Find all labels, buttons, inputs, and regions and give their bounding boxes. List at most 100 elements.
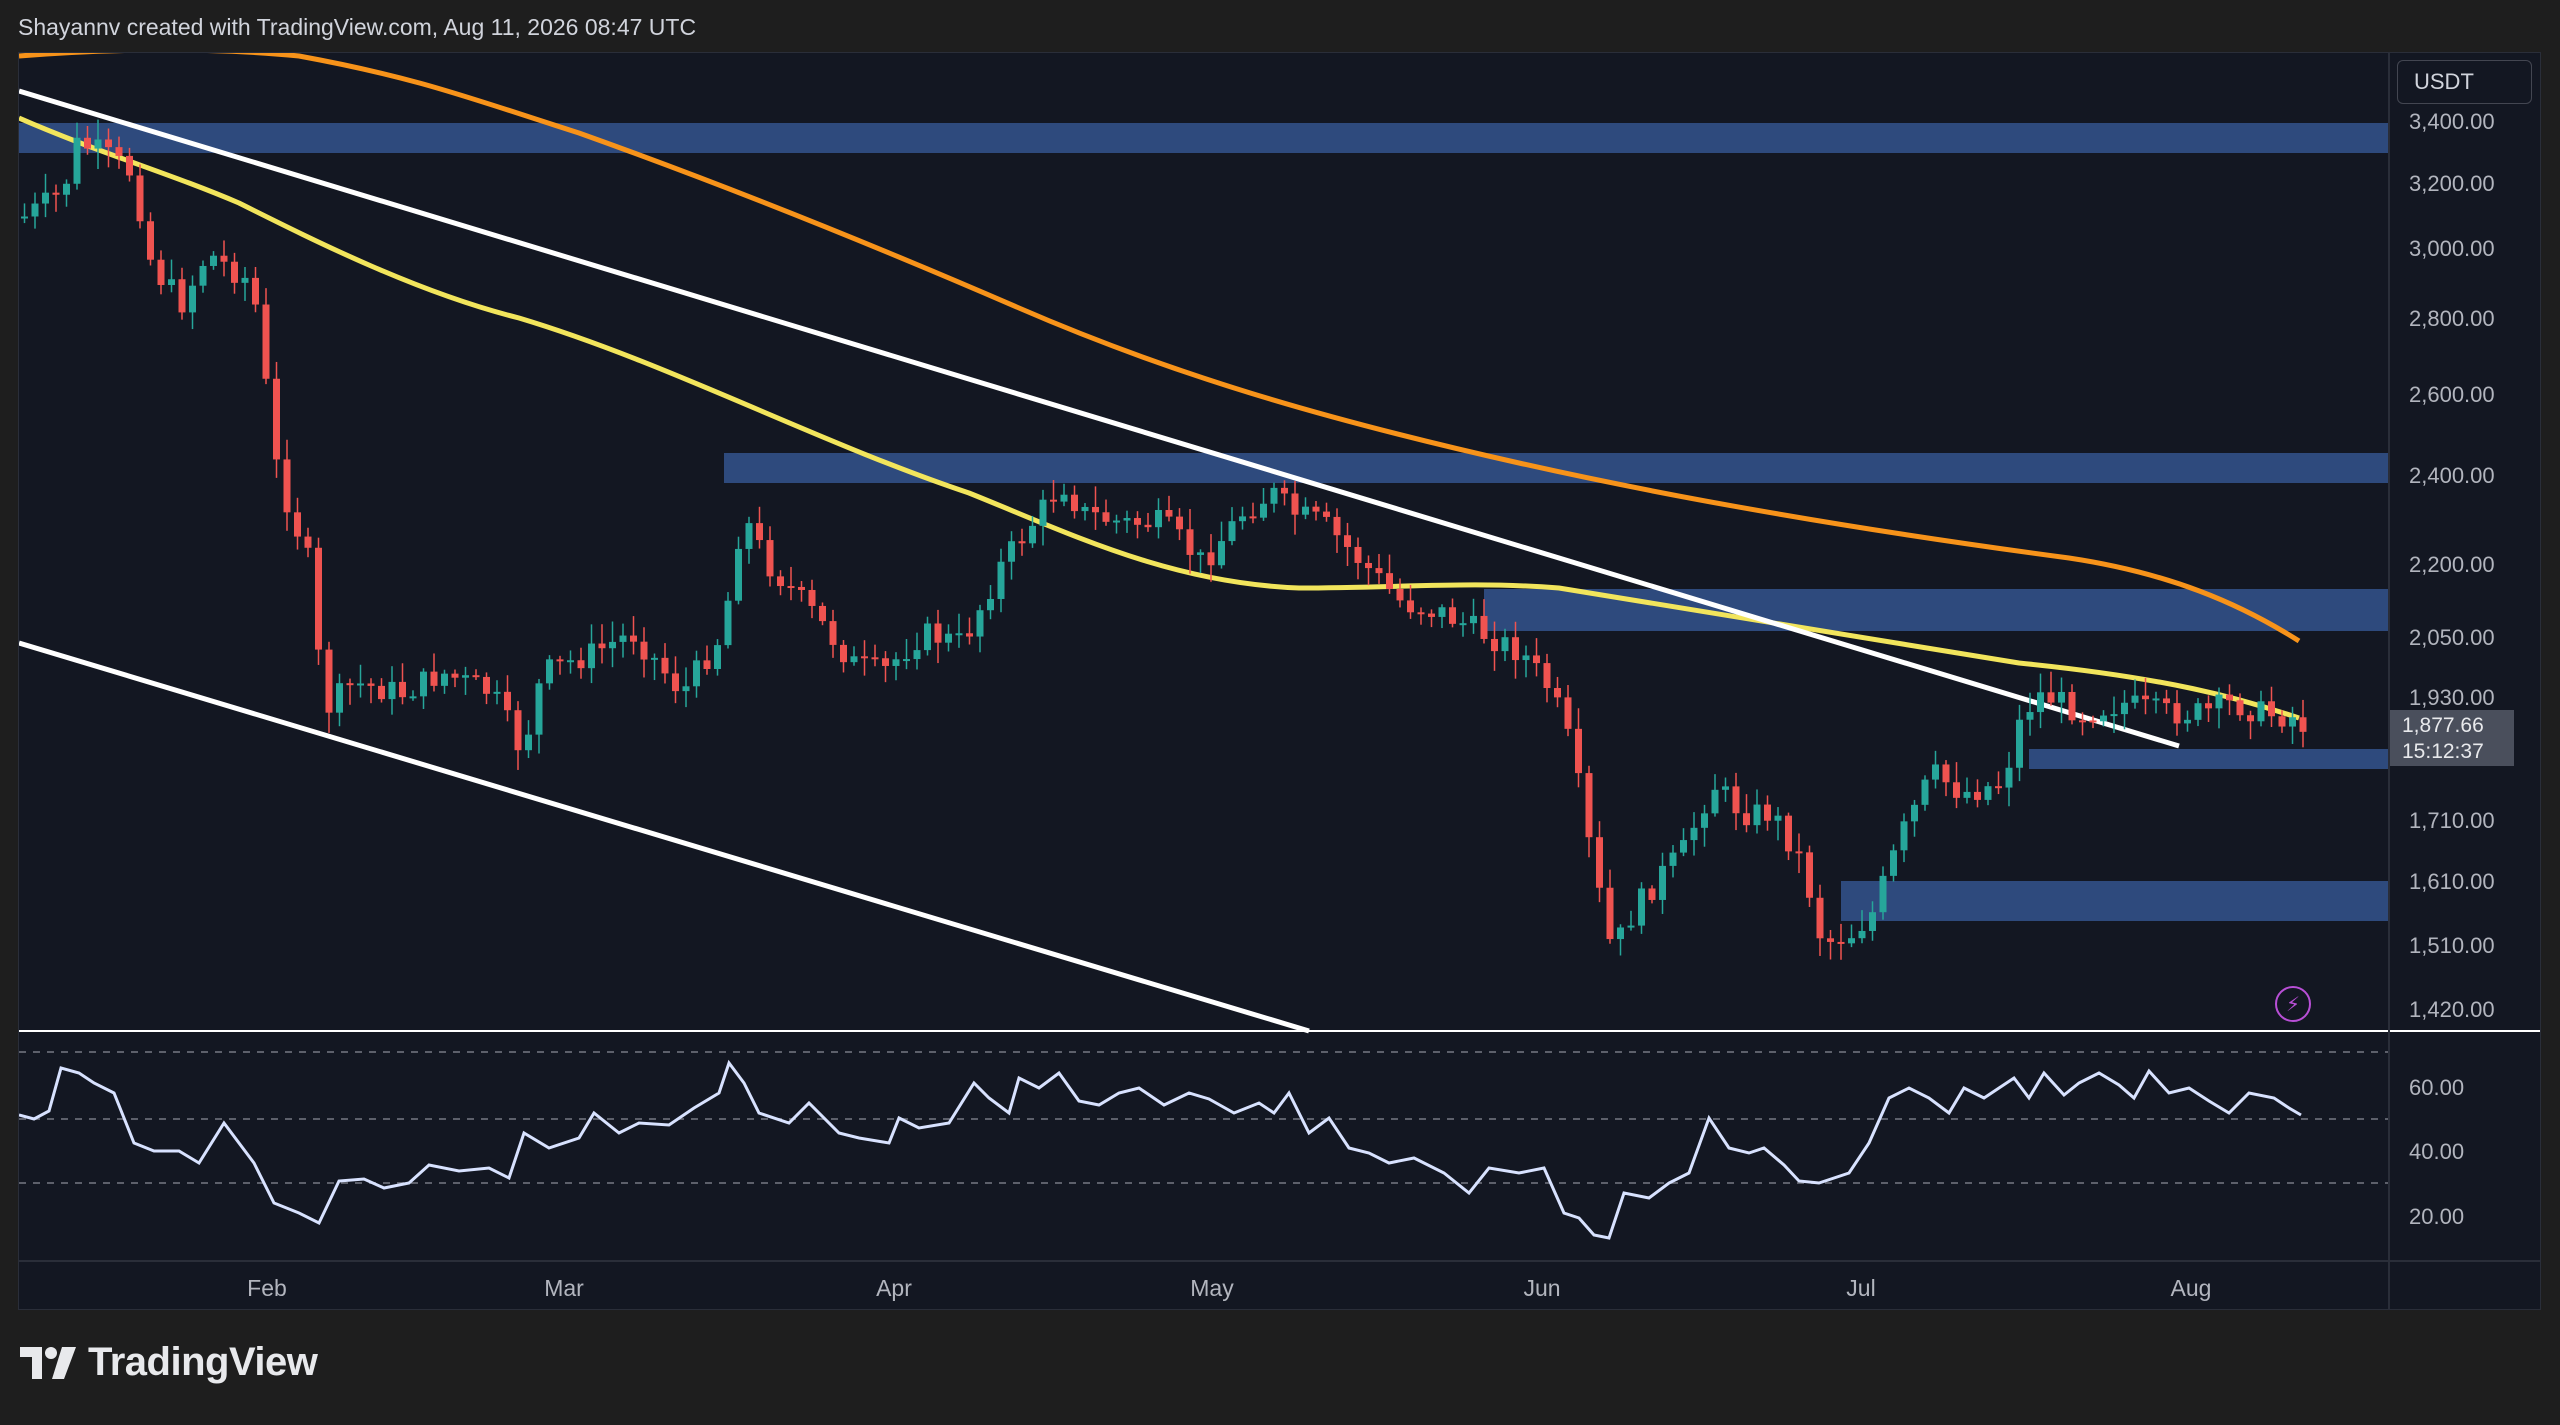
candle-body: [241, 277, 249, 283]
candle-body: [651, 657, 658, 660]
candle-body: [2194, 703, 2202, 720]
candle-body: [1869, 912, 1876, 931]
tradingview-logo-icon: [20, 1346, 76, 1379]
candle-body: [157, 259, 165, 286]
candle-body: [283, 459, 291, 513]
candle-body: [1963, 791, 1971, 798]
price-label: 3,400.00: [2409, 109, 2495, 134]
candle-body: [535, 683, 543, 735]
candle-body: [903, 659, 910, 662]
candle-body: [514, 710, 522, 751]
candle-body: [1428, 613, 1435, 617]
candle-body: [2037, 692, 2044, 713]
price-label: 2,400.00: [2409, 463, 2495, 488]
candle-body: [52, 192, 60, 195]
candle-body: [2100, 715, 2107, 722]
price-label: 1,510.00: [2409, 933, 2495, 958]
candle-body: [2110, 714, 2118, 717]
candle-body: [609, 641, 616, 649]
candle-body: [1879, 875, 1887, 913]
candle-body: [546, 659, 553, 684]
brand[interactable]: TradingView: [20, 1340, 318, 1385]
price-label: 1,420.00: [2409, 997, 2495, 1022]
candle-body: [451, 673, 459, 678]
candle-body: [1680, 840, 1687, 853]
candle-body: [2121, 702, 2128, 715]
rsi-label: 20.00: [2409, 1204, 2464, 1229]
chart-canvas[interactable]: 3,400.00 3,200.00 3,000.00 2,800.00 2,60…: [19, 53, 2541, 1310]
price-label: 2,050.00: [2409, 625, 2495, 650]
candle-body: [1701, 813, 1708, 828]
candle-body: [1417, 612, 1425, 615]
candle-body: [2131, 695, 2139, 703]
candle-body: [1449, 607, 1456, 624]
candle-body: [861, 656, 868, 659]
candle-body: [210, 255, 217, 266]
candle-body: [1522, 655, 1530, 661]
currency-unit-button[interactable]: USDT: [2397, 60, 2532, 104]
zone-2050: [1484, 589, 2389, 631]
candle-body: [115, 147, 123, 156]
candle-body: [472, 675, 480, 678]
time-label: Mar: [544, 1275, 584, 1301]
candle-body: [1858, 930, 1866, 939]
lightning-icon[interactable]: ⚡: [2275, 986, 2311, 1022]
candle-body: [1375, 568, 1383, 574]
rsi-line: [19, 1059, 2302, 1240]
candle-body: [924, 623, 931, 651]
candle-body: [357, 683, 364, 686]
candle-body: [367, 683, 375, 686]
time-label: Apr: [876, 1275, 912, 1301]
candle-body: [1302, 506, 1309, 515]
candle-body: [1617, 927, 1624, 940]
candle-body: [1659, 865, 1666, 900]
candle-body: [94, 139, 102, 149]
candle-body: [1533, 655, 1540, 664]
candle-body: [462, 675, 469, 678]
candle-body: [1543, 663, 1551, 689]
candle-body: [850, 656, 858, 663]
zone-3400: [19, 123, 2389, 153]
candle-body: [588, 643, 595, 669]
candle-body: [1764, 804, 1771, 821]
candle-body: [409, 696, 417, 699]
candle-body: [1218, 541, 1225, 566]
candle-body: [1270, 487, 1278, 504]
candle-body: [1596, 837, 1603, 888]
candle-body: [2005, 767, 2013, 788]
price-label: 1,710.00: [2409, 808, 2495, 833]
candle-body: [1480, 615, 1488, 639]
candle-body: [1911, 804, 1918, 822]
candle-body: [1816, 897, 1824, 939]
candle-body: [1585, 773, 1593, 838]
candle-body: [1974, 791, 1981, 800]
candle-body: [966, 633, 973, 637]
candle-body: [1050, 499, 1057, 502]
candle-body: [1512, 637, 1519, 661]
candle-body: [346, 683, 354, 686]
candle-body: [1354, 546, 1362, 563]
candle-body: [136, 175, 144, 222]
candle-body: [2142, 695, 2149, 700]
candle-body: [1711, 789, 1719, 814]
candle-body: [1732, 786, 1740, 814]
candle-body: [1669, 852, 1677, 866]
candle-body: [724, 600, 732, 646]
candle-body: [1722, 786, 1729, 790]
chart-frame[interactable]: 3,400.00 3,200.00 3,000.00 2,800.00 2,60…: [18, 52, 2541, 1310]
zone-2400: [724, 453, 2389, 483]
candle-body: [1995, 786, 2002, 789]
candle-body: [1753, 804, 1761, 826]
candle-body: [703, 660, 711, 670]
candle-body: [945, 633, 952, 643]
candle-body: [682, 686, 690, 692]
candle-body: [1176, 516, 1183, 530]
price-label: 2,800.00: [2409, 306, 2495, 331]
candle-body: [1942, 764, 1950, 783]
top-bar: Shayannv created with TradingView.com, A…: [0, 0, 2560, 56]
candle-body: [441, 673, 448, 686]
candle-body: [1984, 786, 1992, 800]
candle-body: [976, 610, 984, 637]
price-label: 3,200.00: [2409, 171, 2495, 196]
candle-body: [42, 192, 49, 204]
